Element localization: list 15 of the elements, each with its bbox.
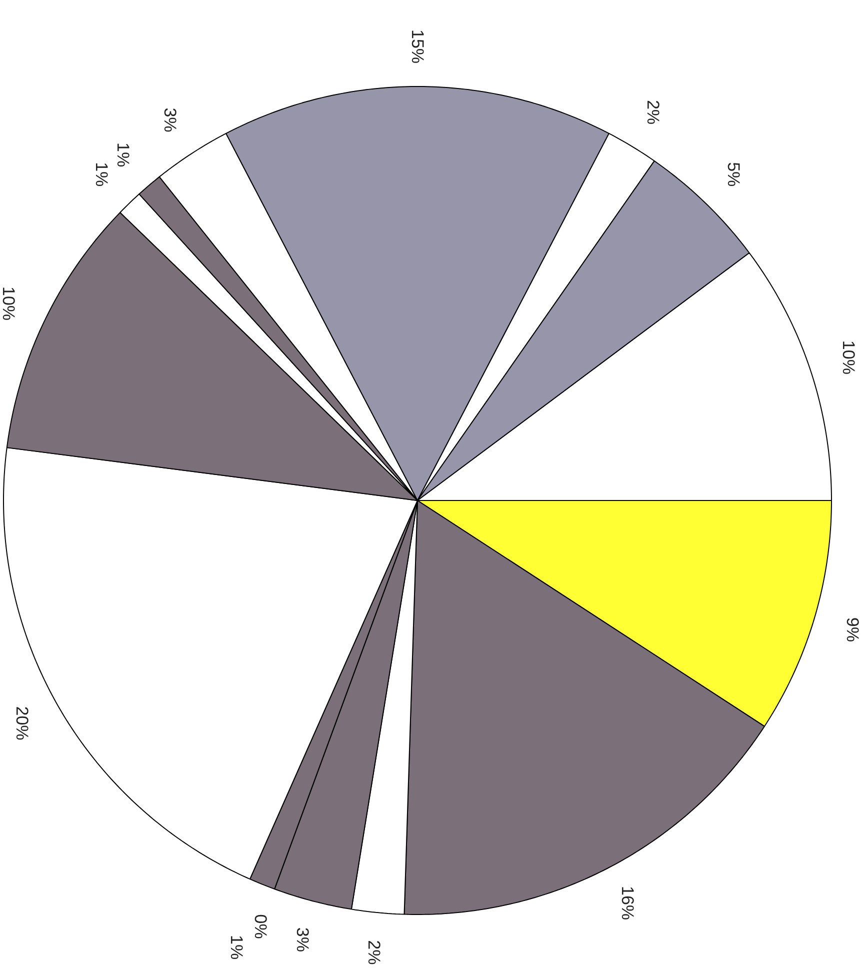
data-label: 3% <box>160 108 180 132</box>
data-label: 3% <box>292 927 312 952</box>
data-label: 2% <box>364 940 384 965</box>
data-label: 5% <box>724 162 743 187</box>
data-label: 16% <box>618 886 637 920</box>
data-label: 10% <box>0 286 18 321</box>
data-label: 10% <box>838 340 858 374</box>
text: 0% <box>251 914 270 939</box>
data-label: 9% <box>843 617 862 642</box>
data-label: 1% <box>114 142 133 168</box>
data-label: 20% <box>12 706 32 740</box>
data-label: 15% <box>408 29 427 64</box>
data-label: 1% <box>92 162 112 187</box>
data-label: 1% <box>227 934 246 960</box>
data-label: 2% <box>643 100 662 125</box>
